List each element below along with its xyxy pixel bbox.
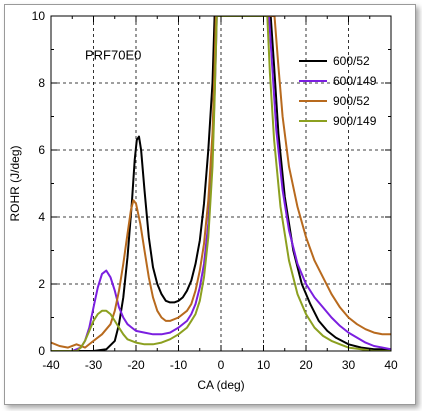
- legend-label: 900/52: [333, 94, 370, 108]
- series-line-600-52: [51, 16, 391, 351]
- legend-label: 900/149: [333, 114, 377, 128]
- rohr-chart: -40 -30 -20 -10 0 10 20 30 40 0 2 4 6 8 10 PRF70E0 CA …: [8, 9, 398, 392]
- y-tick-label: 2: [38, 277, 45, 291]
- axis-ticks: -40 -30 -20 -10 0 10 20 30 40 0 2 4 6 8 10: [32, 9, 398, 372]
- y-tick-label: 8: [38, 76, 45, 90]
- legend-label: 600/52: [333, 54, 370, 68]
- y-tick-label: 6: [38, 143, 45, 157]
- y-tick-label: 4: [38, 210, 45, 224]
- x-tick-label: 30: [342, 358, 356, 372]
- x-tick-label: 20: [299, 358, 313, 372]
- legend: 600/52 600/149 900/52 900/149: [299, 54, 377, 128]
- x-tick-label: -10: [170, 358, 188, 372]
- x-axis-label: CA (deg): [197, 378, 244, 392]
- grid-lines: [51, 16, 391, 351]
- x-tick-label: -40: [42, 358, 60, 372]
- legend-label: 600/149: [333, 74, 377, 88]
- x-tick-label: 0: [218, 358, 225, 372]
- y-tick-label: 10: [32, 9, 46, 23]
- chart-frame: -40 -30 -20 -10 0 10 20 30 40 0 2 4 6 8 10 PRF70E0 CA …: [4, 4, 416, 405]
- x-tick-label: 10: [257, 358, 271, 372]
- x-tick-label: -30: [85, 358, 103, 372]
- series-line-900-149: [51, 16, 391, 351]
- series-line-900-52: [51, 16, 391, 349]
- series-lines: [51, 16, 391, 351]
- series-line-600-149: [51, 16, 391, 351]
- y-axis-label: ROHR (J/deg): [8, 145, 22, 221]
- chart-annotation: PRF70E0: [85, 48, 141, 63]
- x-tick-label: -20: [127, 358, 145, 372]
- y-tick-label: 0: [38, 344, 45, 358]
- x-tick-label: 40: [384, 358, 398, 372]
